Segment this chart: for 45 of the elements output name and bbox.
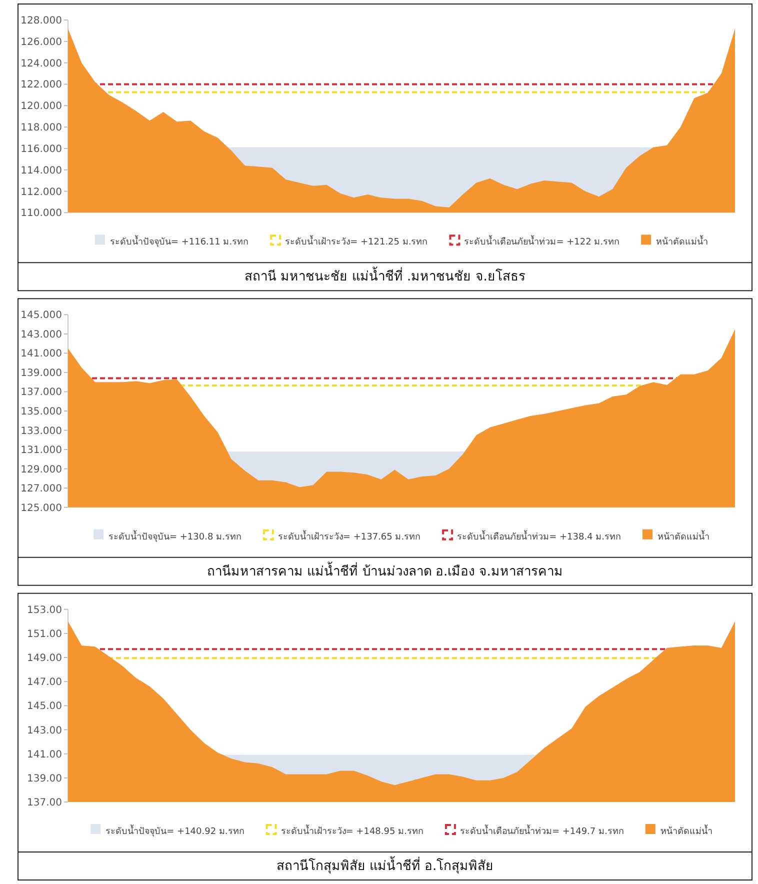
y-tick-label: 143.00 <box>27 725 62 736</box>
y-tick-label: 141.000 <box>20 348 62 360</box>
legend-label: หน้าตัดแม่น้ำ <box>656 234 708 248</box>
y-tick-label: 131.000 <box>20 445 62 456</box>
y-tick-label: 110.000 <box>20 208 62 220</box>
legend-label: หน้าตัดแม่น้ำ <box>660 824 712 837</box>
legend-label: หน้าตัดแม่น้ำ <box>658 529 710 542</box>
y-tick-label: 145.000 <box>20 310 62 322</box>
y-tick-label: 149.00 <box>27 653 62 664</box>
y-tick-label: 127.000 <box>20 484 62 495</box>
y-tick-label: 133.000 <box>20 426 62 437</box>
y-tick-label: 137.000 <box>20 387 62 398</box>
text: สถานีโกสุมพิสัย แม่น้ำชีที่ อ.โกสุมพิสัย <box>276 856 494 874</box>
y-tick-label: 137.00 <box>27 798 62 808</box>
y-tick-label: 118.000 <box>20 122 62 134</box>
legend-label: ระดับน้ำปัจจุบัน= +130.8 ม.รทก <box>108 529 241 542</box>
y-tick-label: 145.00 <box>27 701 62 712</box>
y-tick-label: 124.000 <box>20 58 62 70</box>
legend-label: ระดับน้ำปัจจุบัน= +116.11 ม.รทก <box>110 234 248 248</box>
y-tick-label: 112.000 <box>20 186 62 198</box>
y-tick-label: 128.000 <box>20 16 62 26</box>
y-tick-label: 135.000 <box>20 406 62 418</box>
legend-label: ระดับน้ำเตือนภัยน้ำท่วม= +122 ม.รทก <box>464 234 620 248</box>
y-tick-label: 147.00 <box>27 677 62 688</box>
y-tick-label: 122.000 <box>20 80 62 91</box>
y-tick-label: 143.000 <box>20 329 62 340</box>
legend-label: ระดับน้ำเฝ้าระวัง= +137.65 ม.รทก <box>278 529 420 542</box>
y-tick-label: 141.00 <box>27 749 62 760</box>
y-tick-label: 126.000 <box>20 36 62 48</box>
y-tick-label: 114.000 <box>20 165 62 176</box>
y-tick-label: 129.000 <box>20 464 62 476</box>
legend-label: ระดับน้ำเฝ้าระวัง= +121.25 ม.รทก <box>285 234 428 248</box>
legend-label: ระดับน้ำปัจจุบัน= +140.92 ม.รทก <box>106 824 244 837</box>
y-tick-label: 151.00 <box>27 628 62 640</box>
legend-label: ระดับน้ำเตือนภัยน้ำท่วม= +138.4 ม.รทก <box>457 529 621 542</box>
text: สถานี มหาชนะชัย แม่น้ำชีที่ .มหาชนชัย จ.ยโสธร <box>244 266 526 285</box>
y-tick-label: 120.000 <box>20 101 62 112</box>
legend-label: ระดับน้ำเฝ้าระวัง= +148.95 ม.รทก <box>280 824 423 837</box>
y-tick-label: 139.000 <box>20 368 62 379</box>
y-tick-label: 139.00 <box>27 773 62 784</box>
y-tick-label: 116.000 <box>20 144 62 155</box>
y-tick-label: 153.00 <box>27 604 62 616</box>
y-tick-label: 125.000 <box>20 502 62 514</box>
legend-label: ระดับน้ำเตือนภัยน้ำท่วม= +149.7 ม.รทก <box>460 824 624 837</box>
text: ถานีมหาสารคาม แม่น้ำชีที่ บ้านม่วงลาด อ.เมือง จ.มหาสารคาม <box>207 561 563 580</box>
